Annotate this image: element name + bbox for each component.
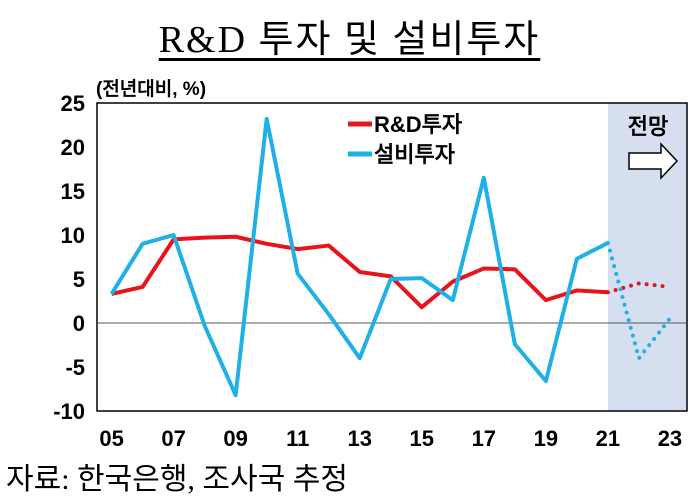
chart-title: R&D 투자 및 설비투자 [0,8,699,63]
y-tick-label: 5 [73,267,85,292]
y-tick-label: 15 [61,179,85,204]
arrow-right-icon [628,142,679,180]
chart-title-text: R&D 투자 및 설비투자 [158,19,541,61]
x-tick-label: 15 [410,426,434,451]
legend-label: 설비투자 [374,142,456,167]
x-tick-label: 07 [161,426,185,451]
series-line-1 [109,116,609,398]
y-tick-label: 25 [61,91,85,116]
x-tick-label: 21 [596,426,620,451]
x-tick-label: 09 [223,426,247,451]
source-note: 자료: 한국은행, 조사국 추정 [6,463,348,496]
x-tick-label: 05 [99,426,123,451]
legend-label: R&D투자 [374,112,463,137]
y-tick-label: -10 [53,399,85,424]
x-tick-label: 13 [347,426,371,451]
y-tick-label: 10 [61,223,85,248]
plot-frame [96,102,688,412]
x-tick-label: 17 [472,426,496,451]
x-tick-label: 19 [534,426,558,451]
x-tick-label: 23 [658,426,682,451]
y-tick-label: 20 [61,135,85,160]
forecast-label: 전망 [628,114,668,139]
x-tick-label: 11 [286,426,309,451]
forecast-band [607,103,687,411]
y-axis-unit-label: (전년대비, %) [96,79,207,100]
y-tick-label: 0 [73,311,85,336]
y-tick-label: -5 [65,355,85,380]
